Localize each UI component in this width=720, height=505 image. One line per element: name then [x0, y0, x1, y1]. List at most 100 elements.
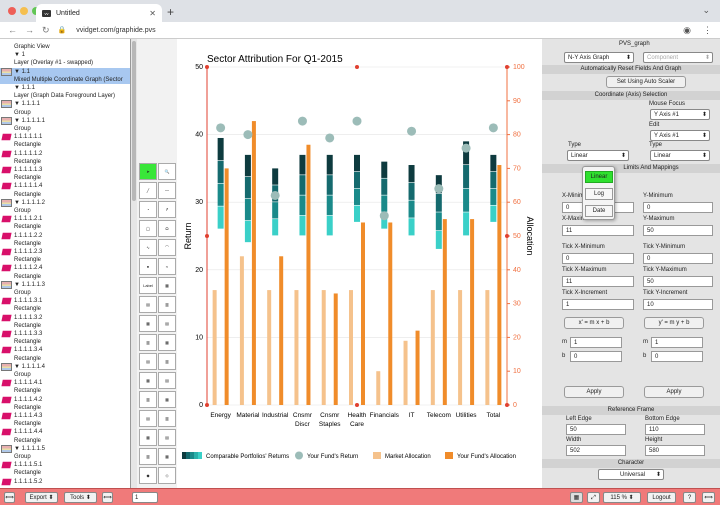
- graph-4-icon[interactable]: ▤: [158, 315, 176, 332]
- forward-icon[interactable]: →: [25, 25, 34, 35]
- tree-row[interactable]: 1.1.1.1.1.3: [0, 166, 130, 174]
- b-right-field[interactable]: 0: [651, 351, 703, 362]
- dropdown-option-linear[interactable]: Linear: [585, 171, 613, 183]
- tree-row[interactable]: Rectangle: [0, 387, 130, 395]
- graph-15-icon[interactable]: ▦: [139, 429, 157, 446]
- graph-5-icon[interactable]: ▥: [139, 334, 157, 351]
- tree-row[interactable]: 1.1.1.1.3.1: [0, 297, 130, 305]
- tree-row[interactable]: Group: [0, 371, 130, 379]
- graph-canvas[interactable]: Sector Attribution For Q1-2015 0 10 20 30 40 5…: [177, 39, 542, 488]
- tree-row[interactable]: ▼ 1.1.1.1.3: [0, 280, 130, 289]
- graph-14-icon[interactable]: ▥: [158, 410, 176, 427]
- graph-type-select[interactable]: N-Y Axis Graph: [564, 52, 634, 63]
- reload-icon[interactable]: ↻: [42, 24, 50, 35]
- tree-row[interactable]: Layer (Overlay #1 - swapped): [0, 59, 130, 67]
- tree-row[interactable]: Group: [0, 207, 130, 215]
- tree-row[interactable]: Rectangle: [0, 141, 130, 149]
- selection-handle[interactable]: [355, 65, 359, 69]
- tree-scroll-thumb[interactable]: [132, 41, 136, 201]
- line-tool-icon[interactable]: ╱: [139, 182, 157, 199]
- graph-13-icon[interactable]: ▤: [139, 410, 157, 427]
- graph-8-icon[interactable]: ▥: [158, 353, 176, 370]
- tree-row[interactable]: 1.1.1.1.2.3: [0, 248, 130, 256]
- character-select[interactable]: Universal: [598, 469, 664, 480]
- grid-tool-icon[interactable]: ▦: [158, 277, 176, 294]
- tree-row[interactable]: Rectangle: [0, 469, 130, 477]
- tree-row[interactable]: Rectangle: [0, 404, 130, 412]
- tree-row[interactable]: 1.1.1.1.1.1: [0, 133, 130, 141]
- graph-9-icon[interactable]: ▦: [139, 372, 157, 389]
- graph-3-icon[interactable]: ▦: [139, 315, 157, 332]
- edit-axis-select[interactable]: Y Axis #1: [650, 130, 710, 141]
- mouse-focus-select[interactable]: Y Axis #1: [650, 109, 710, 120]
- graph-18-icon[interactable]: ▦: [158, 448, 176, 465]
- tree-row[interactable]: ▼ 1.1.1.1.2: [0, 198, 130, 207]
- graph-11-icon[interactable]: ▥: [139, 391, 157, 408]
- component-select[interactable]: Component: [643, 52, 713, 63]
- tree-row[interactable]: Group: [0, 289, 130, 297]
- m-left-field[interactable]: 1: [570, 337, 622, 348]
- page-nav-icon[interactable]: ⟺: [102, 492, 113, 503]
- fit-icon[interactable]: ⤢: [587, 492, 600, 503]
- auto-scaler-button[interactable]: Set Using Auto Scaler: [606, 76, 686, 88]
- tree-row[interactable]: Rectangle: [0, 273, 130, 281]
- tools-menu[interactable]: Tools ⬍: [64, 492, 97, 503]
- apply-left-button[interactable]: Apply: [564, 386, 624, 398]
- tree-row[interactable]: 1.1.1.1.4.4: [0, 428, 130, 436]
- tree-row[interactable]: Group: [0, 453, 130, 461]
- new-tab-button[interactable]: +: [167, 5, 175, 19]
- x-mapping-button[interactable]: x' = m x + b: [564, 317, 624, 329]
- tree-row[interactable]: 1.1.1.1.2.4: [0, 264, 130, 272]
- tree-row[interactable]: Rectangle: [0, 240, 130, 248]
- tree-row[interactable]: ▼ 1.1.1: [0, 84, 130, 92]
- tree-row[interactable]: ▼ 1.1.1.1.4: [0, 362, 130, 371]
- tree-row[interactable]: ▼ 1.1: [0, 67, 130, 76]
- selection-handle[interactable]: [505, 403, 509, 407]
- ymin-field[interactable]: 0: [643, 202, 713, 213]
- selection-handle[interactable]: [505, 65, 509, 69]
- tree-row[interactable]: Rectangle: [0, 256, 130, 264]
- graph-12-icon[interactable]: ▦: [158, 391, 176, 408]
- node-tool-icon[interactable]: ●: [139, 258, 157, 275]
- browser-tab[interactable]: vv Untitled ✕: [36, 4, 162, 22]
- tree-row[interactable]: 1.1.1.1.3.3: [0, 330, 130, 338]
- tree-row[interactable]: Graphic View: [0, 43, 130, 51]
- tree-row[interactable]: Rectangle: [0, 158, 130, 166]
- tree-row[interactable]: Rectangle: [0, 223, 130, 231]
- tree-row[interactable]: Rectangle: [0, 355, 130, 363]
- tick-ymin-field[interactable]: 0: [643, 253, 713, 264]
- tree-row[interactable]: ▼ 1.1.1.1: [0, 100, 130, 109]
- selection-handle[interactable]: [355, 403, 359, 407]
- tab-search-icon[interactable]: ⌄: [702, 5, 710, 15]
- tree-row[interactable]: 1.1.1.1.1.2: [0, 150, 130, 158]
- ymax-field[interactable]: 50: [643, 225, 713, 236]
- b-left-field[interactable]: 0: [570, 351, 622, 362]
- bottom-edge-field[interactable]: 110: [645, 424, 705, 435]
- ellipse-tool-icon[interactable]: ⬭: [158, 220, 176, 237]
- xmax-field[interactable]: 11: [562, 225, 634, 236]
- height-field[interactable]: 580: [645, 445, 705, 456]
- left-edge-field[interactable]: 50: [566, 424, 626, 435]
- tick-yinc-field[interactable]: 10: [643, 299, 713, 310]
- graph-10-icon[interactable]: ▤: [158, 372, 176, 389]
- menu-icon[interactable]: ⋮: [703, 24, 712, 35]
- zoom-tool-icon[interactable]: 🔍: [158, 163, 176, 180]
- tree-row[interactable]: 1.1.1.1.4.3: [0, 412, 130, 420]
- tree-row[interactable]: Rectangle: [0, 420, 130, 428]
- profile-icon[interactable]: ◉: [683, 24, 691, 35]
- tree-row[interactable]: Rectangle: [0, 174, 130, 182]
- help-button[interactable]: ?: [683, 492, 696, 503]
- tree-row[interactable]: Mixed Multiple Coordinate Graph (Sector: [0, 75, 130, 84]
- minimize-window-button[interactable]: [20, 7, 28, 15]
- tree-row[interactable]: 1.1.1.1.3.2: [0, 314, 130, 322]
- m-right-field[interactable]: 1: [651, 337, 703, 348]
- tick-xmin-field[interactable]: 0: [562, 253, 634, 264]
- pie-tool-icon[interactable]: ◔: [139, 201, 157, 218]
- dropdown-option-log[interactable]: Log: [585, 188, 613, 200]
- selection-handle[interactable]: [205, 65, 209, 69]
- graph-7-icon[interactable]: ▤: [139, 353, 157, 370]
- tree-row[interactable]: Group: [0, 125, 130, 133]
- logout-button[interactable]: Logout: [647, 492, 676, 503]
- axis-type-select-right[interactable]: Linear: [650, 150, 710, 161]
- back-icon[interactable]: ←: [8, 25, 17, 35]
